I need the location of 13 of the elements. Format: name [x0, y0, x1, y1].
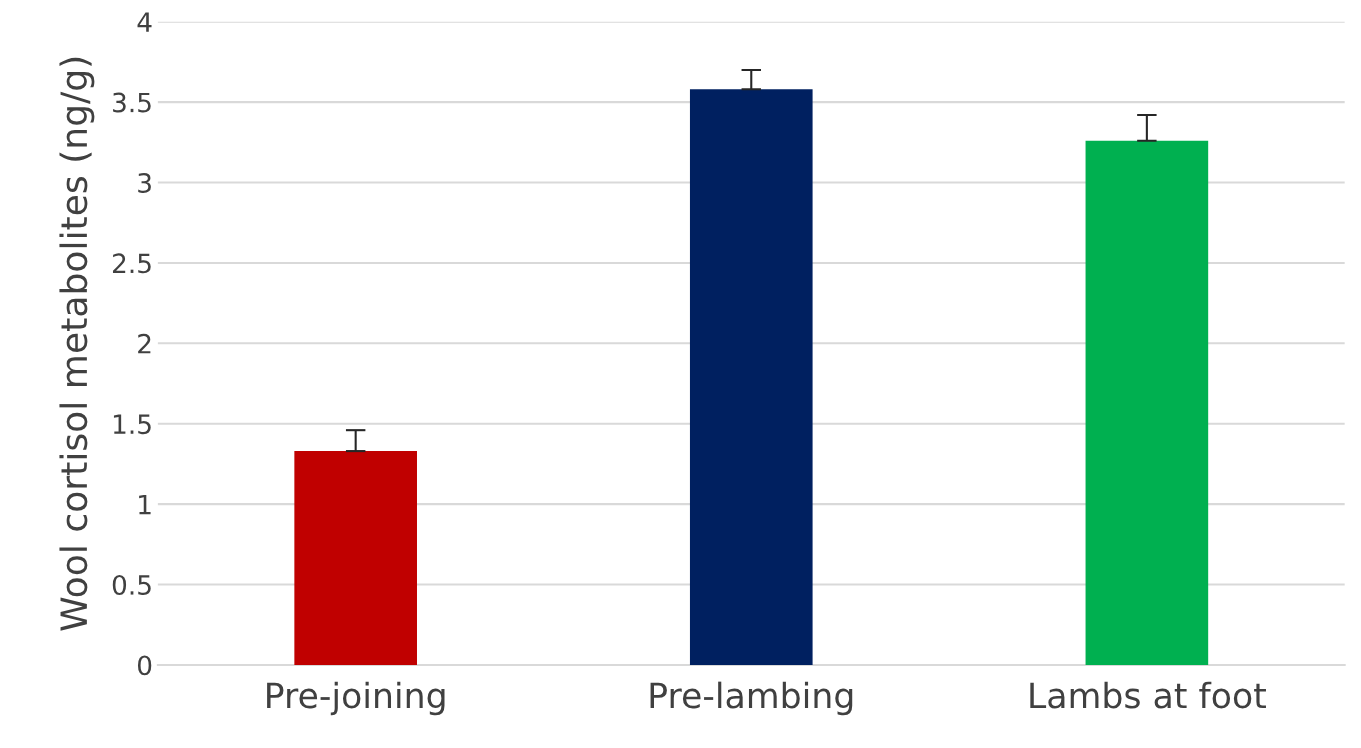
- y-tick-label: 2.5: [112, 253, 151, 274]
- y-tick-label: 3.5: [113, 92, 151, 113]
- x-tick-label: Lambs at foot: [1030, 681, 1266, 709]
- x-tick-label: Pre-joining: [267, 681, 445, 716]
- y-tick-label: 2: [138, 333, 151, 354]
- y-tick-label: 4: [137, 12, 152, 32]
- y-tick-label: 0.5: [112, 575, 151, 595]
- y-tick-label: 1: [139, 494, 151, 515]
- x-tick-label: Pre-lambing: [650, 681, 853, 716]
- y-tick-label: 0: [137, 655, 152, 676]
- y-axis-title: Wool cortisol metabolites (ng/g): [59, 57, 95, 631]
- y-tick-label: 1.5: [113, 414, 151, 435]
- y-tick-label: 3: [138, 172, 151, 193]
